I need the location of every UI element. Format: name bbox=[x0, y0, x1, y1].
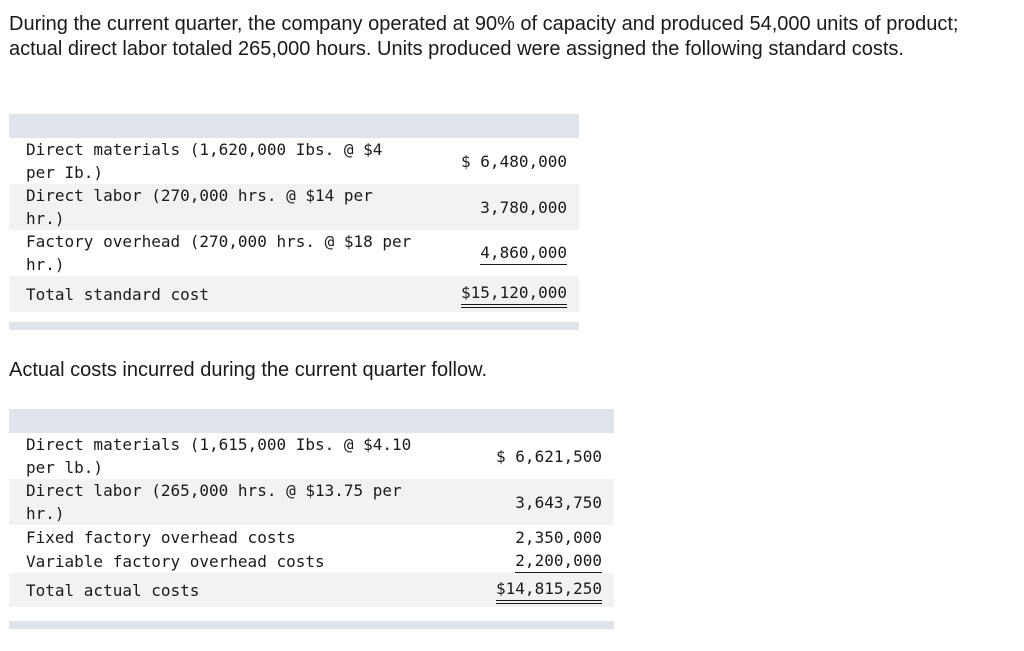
table-row: Factory overhead (270,000 hrs. @ $18 per… bbox=[9, 230, 579, 276]
table-footer-bar bbox=[9, 621, 614, 629]
amount-underlined: 2,200,000 bbox=[515, 549, 602, 573]
section-paragraph: Actual costs incurred during the current… bbox=[9, 359, 488, 381]
amount-double-underlined: $14,815,250 bbox=[496, 577, 602, 604]
table-row: Direct labor (265,000 hrs. @ $13.75 per … bbox=[9, 479, 614, 525]
table-row: Direct labor (270,000 hrs. @ $14 per hr.… bbox=[9, 184, 579, 230]
table-row-total: Total actual costs $14,815,250 bbox=[9, 573, 614, 607]
row-amount: $14,815,250 bbox=[444, 577, 614, 604]
row-amount: 4,860,000 bbox=[414, 241, 579, 265]
table-header-bar bbox=[9, 409, 614, 433]
row-label: Variable factory overhead costs bbox=[26, 551, 325, 571]
row-amount: $15,120,000 bbox=[414, 281, 579, 308]
row-label: Direct materials (1,620,000 Ibs. @ $4 pe… bbox=[26, 140, 383, 182]
row-amount: 3,780,000 bbox=[480, 197, 567, 217]
row-amount: 2,350,000 bbox=[515, 527, 602, 547]
actual-costs-table: Direct materials (1,615,000 Ibs. @ $4.10… bbox=[9, 409, 614, 629]
table-header-bar bbox=[9, 114, 579, 138]
row-label: Direct labor (270,000 hrs. @ $14 per hr.… bbox=[26, 186, 373, 228]
row-amount: $ 6,480,000 bbox=[461, 151, 567, 171]
row-label: Direct materials (1,615,000 Ibs. @ $4.10… bbox=[26, 435, 412, 477]
table-row: Variable factory overhead costs 2,200,00… bbox=[9, 549, 614, 573]
amount-underlined: 4,860,000 bbox=[480, 241, 567, 265]
row-label: Direct labor (265,000 hrs. @ $13.75 per … bbox=[26, 481, 402, 523]
row-amount: $ 6,621,500 bbox=[496, 446, 602, 466]
row-amount: 3,643,750 bbox=[515, 492, 602, 512]
table-row: Direct materials (1,615,000 Ibs. @ $4.10… bbox=[9, 433, 614, 479]
row-amount: 2,200,000 bbox=[444, 549, 614, 573]
amount-double-underlined: $15,120,000 bbox=[461, 281, 567, 308]
row-label: Factory overhead (270,000 hrs. @ $18 per… bbox=[26, 232, 412, 274]
row-label: Fixed factory overhead costs bbox=[26, 527, 296, 547]
row-label: Total actual costs bbox=[26, 580, 200, 600]
table-footer-bar bbox=[9, 322, 579, 330]
standard-costs-table: Direct materials (1,620,000 Ibs. @ $4 pe… bbox=[9, 114, 579, 330]
table-row: Direct materials (1,620,000 Ibs. @ $4 pe… bbox=[9, 138, 579, 184]
intro-paragraph: During the current quarter, the company … bbox=[9, 13, 959, 60]
row-label: Total standard cost bbox=[26, 284, 210, 304]
table-row: Fixed factory overhead costs 2,350,000 bbox=[9, 525, 614, 549]
table-row-total: Total standard cost $15,120,000 bbox=[9, 276, 579, 312]
